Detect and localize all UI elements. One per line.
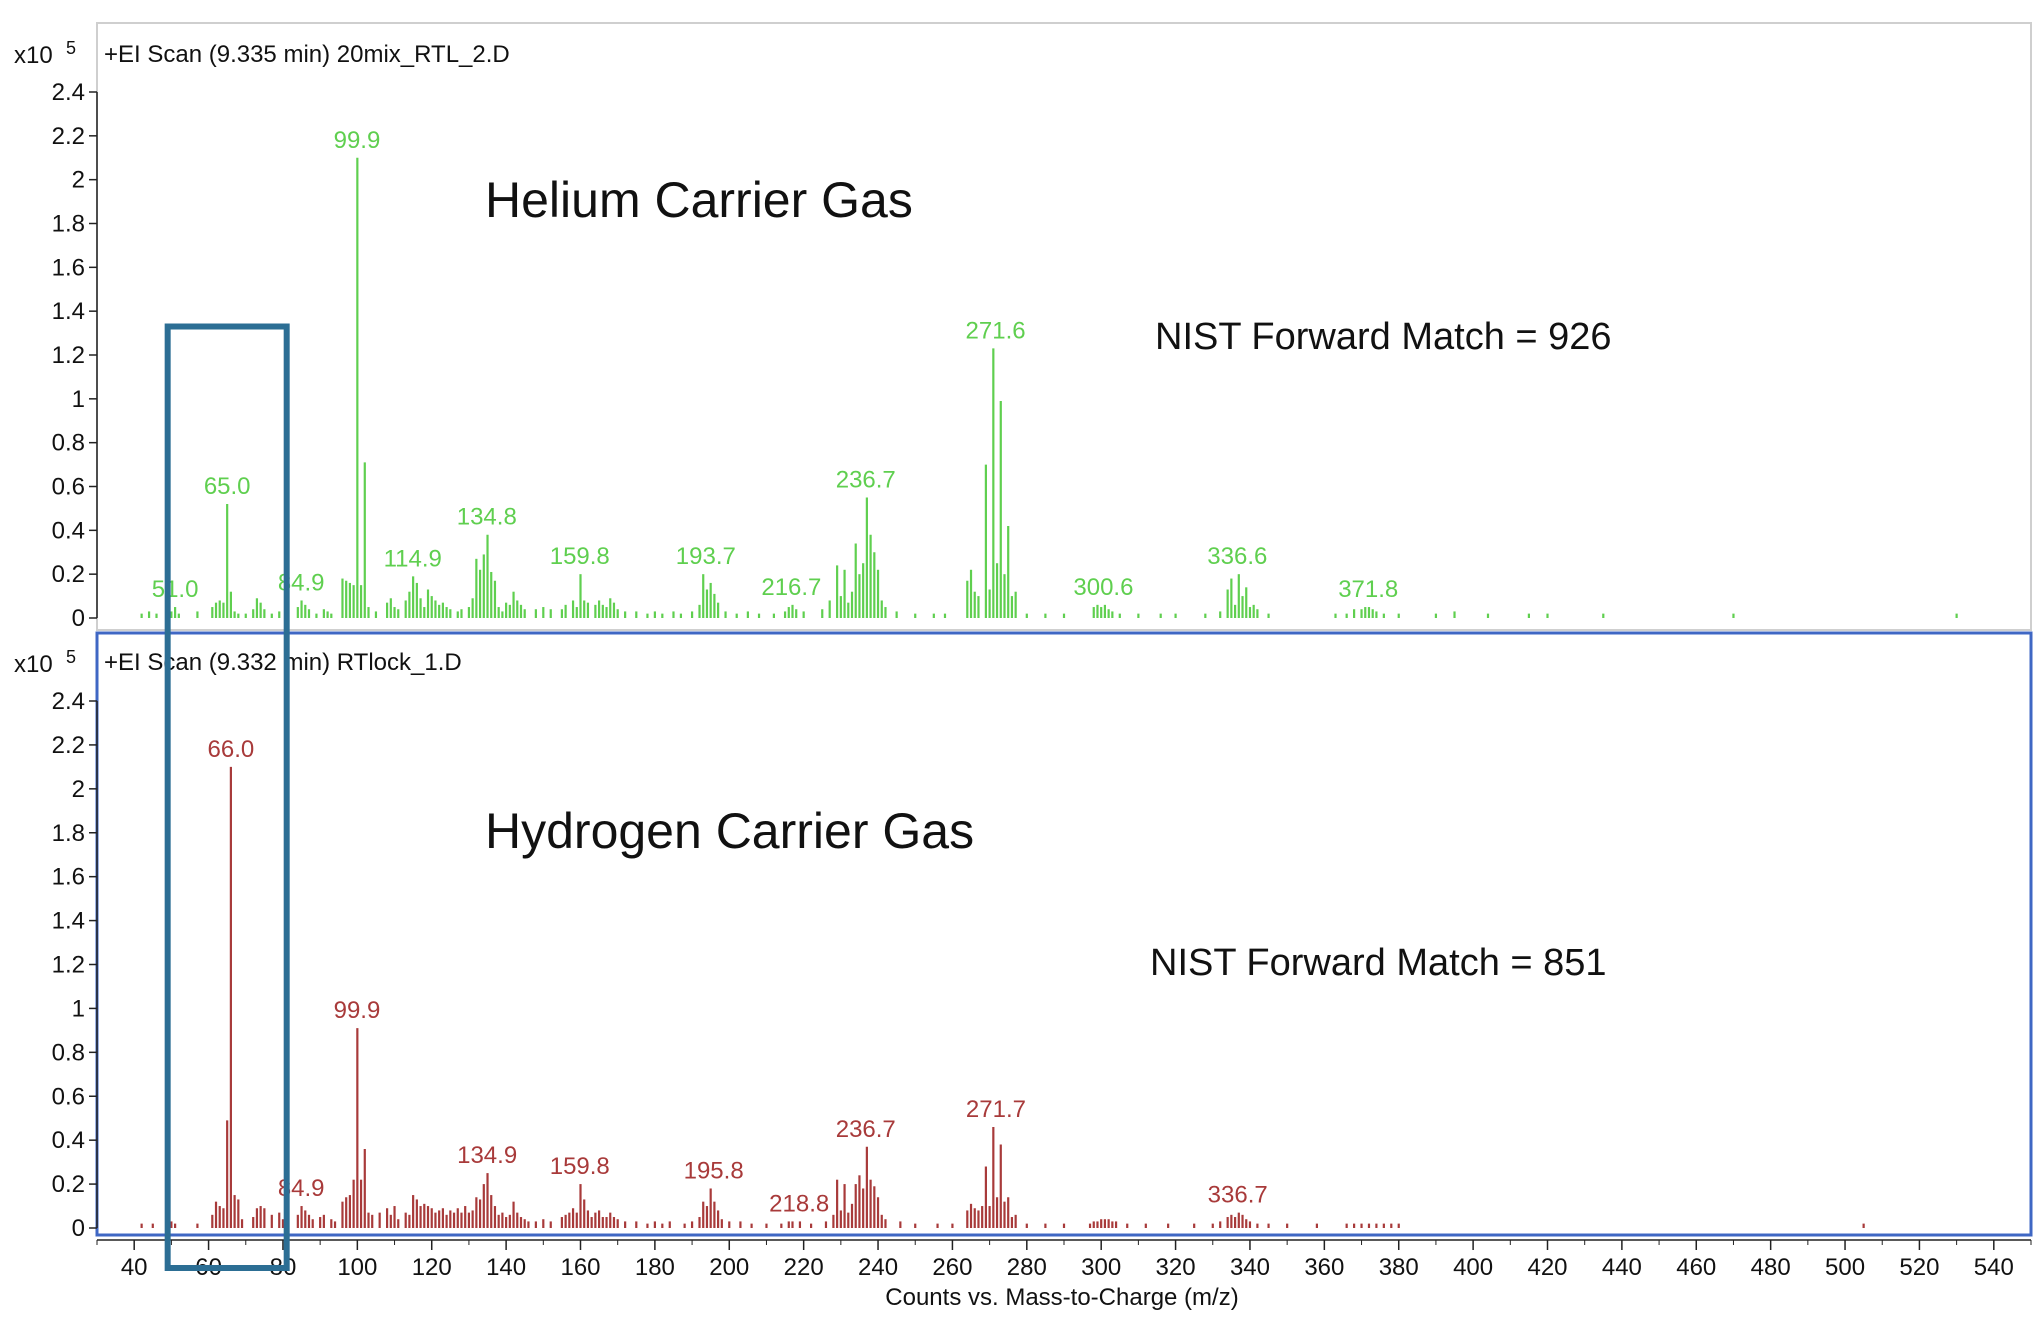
highlight-box: [164, 323, 290, 1271]
x-tick-label: 300: [1081, 1254, 1121, 1281]
x-tick-label: 140: [486, 1254, 526, 1281]
helium-peak-label: 300.6: [1073, 574, 1133, 601]
helium-peak-label: 336.6: [1207, 543, 1267, 570]
x-tick-label: 320: [1156, 1254, 1196, 1281]
x-tick-label: 540: [1974, 1254, 2014, 1281]
helium-y-tick-label: 1.8: [52, 211, 85, 238]
helium-y-tick-label: 1.4: [52, 298, 85, 325]
x-tick-label: 360: [1304, 1254, 1344, 1281]
hydrogen-y-tick-label: 1.4: [52, 908, 85, 935]
helium-y-tick-label: 1.2: [52, 342, 85, 369]
y-axes: 0 0.2 0.4 0.6 0.8 1 1.2 1.4 1.6 1.8 2 2.2 2.4 0 0.2 0.4…: [52, 79, 98, 1242]
x-tick-label: 100: [337, 1254, 377, 1281]
x-tick-label: 180: [635, 1254, 675, 1281]
hydrogen-y-multiplier-base: x10: [14, 651, 53, 678]
x-tick-label: 40: [121, 1254, 148, 1281]
hydrogen-peak-label: 271.7: [966, 1096, 1026, 1123]
hydrogen-peak-label: 134.9: [457, 1142, 517, 1169]
hydrogen-y-tick-label: 0.2: [52, 1171, 85, 1198]
x-tick-label: 480: [1751, 1254, 1791, 1281]
helium-peak-label: 236.7: [836, 466, 896, 493]
helium-panel-frame: [96, 22, 2032, 631]
helium-peak-label: 371.8: [1338, 576, 1398, 603]
hydrogen-peak-label: 336.7: [1208, 1182, 1268, 1209]
x-axis: 40 60 80 100 120 140 160 180 200 220 240 260 280 300 3…: [96, 1239, 2032, 1281]
helium-peak-label: 159.8: [550, 543, 610, 570]
helium-peak-label: 271.6: [966, 317, 1026, 344]
helium-y-tick-label: 1: [72, 386, 85, 413]
hydrogen-peak-label: 195.8: [684, 1157, 744, 1184]
helium-y-tick-label: 2.2: [52, 123, 85, 150]
hydrogen-y-tick-label: 1.2: [52, 952, 85, 979]
x-axis-label: Counts vs. Mass-to-Charge (m/z): [885, 1284, 1238, 1311]
helium-y-tick-label: 0: [72, 605, 85, 632]
hydrogen-y-tick-label: 0.4: [52, 1127, 85, 1154]
hydrogen-y-tick-label: 2.4: [52, 688, 85, 715]
helium-panel-title: Helium Carrier Gas: [485, 172, 913, 228]
hydrogen-y-tick-label: 0.6: [52, 1083, 85, 1110]
helium-y-tick-label: 0.2: [52, 561, 85, 588]
helium-y-tick-label: 2: [72, 167, 85, 194]
x-tick-label: 240: [858, 1254, 898, 1281]
helium-scan-header: +EI Scan (9.335 min) 20mix_RTL_2.D: [104, 41, 510, 68]
hydrogen-y-tick-label: 0: [72, 1215, 85, 1242]
hydrogen-peak-label: 66.0: [208, 736, 255, 763]
helium-peak-label: 65.0: [204, 473, 251, 500]
x-tick-label: 440: [1602, 1254, 1642, 1281]
hydrogen-y-tick-label: 0.8: [52, 1039, 85, 1066]
x-tick-label: 260: [932, 1254, 972, 1281]
x-tick-label: 340: [1230, 1254, 1270, 1281]
helium-peak-label: 99.9: [334, 127, 381, 154]
helium-y-multiplier-exponent: 5: [66, 38, 76, 58]
hydrogen-y-tick-label: 1.8: [52, 820, 85, 847]
hydrogen-peak-label: 236.7: [836, 1116, 896, 1143]
hydrogen-scan-header: +EI Scan (9.332 min) RTlock_1.D: [104, 649, 462, 676]
helium-y-tick-label: 1.6: [52, 254, 85, 281]
helium-y-multiplier: x10 5: [14, 38, 76, 69]
hydrogen-panel-title: Hydrogen Carrier Gas: [485, 803, 974, 859]
x-tick-label: 380: [1379, 1254, 1419, 1281]
helium-peak-label: 114.9: [384, 545, 442, 572]
x-tick-label: 120: [412, 1254, 452, 1281]
spectrum-peaks: [140, 157, 1958, 1228]
helium-y-tick-label: 0.8: [52, 430, 85, 457]
hydrogen-y-multiplier-exponent: 5: [66, 647, 76, 667]
x-tick-label: 420: [1527, 1254, 1567, 1281]
x-tick-label: 400: [1453, 1254, 1493, 1281]
hydrogen-y-tick-label: 1: [72, 995, 85, 1022]
hydrogen-y-tick-label: 1.6: [52, 864, 85, 891]
hydrogen-panel-frame: [95, 631, 2033, 1237]
hydrogen-peak-label: 218.8: [769, 1190, 829, 1217]
helium-peak-label: 216.7: [761, 574, 821, 601]
x-tick-label: 200: [709, 1254, 749, 1281]
hydrogen-nist-match: NIST Forward Match = 851: [1150, 942, 1607, 984]
helium-y-tick-label: 0.6: [52, 474, 85, 501]
hydrogen-y-tick-label: 2: [72, 776, 85, 803]
x-tick-label: 160: [560, 1254, 600, 1281]
hydrogen-peak-label: 159.8: [550, 1153, 610, 1180]
x-tick-label: 500: [1825, 1254, 1865, 1281]
helium-peak-label: 51.0: [152, 576, 199, 603]
x-tick-label: 520: [1899, 1254, 1939, 1281]
hydrogen-y-tick-label: 2.2: [52, 732, 85, 759]
hydrogen-y-multiplier: x10 5: [14, 647, 76, 678]
helium-peak-label: 134.8: [457, 504, 517, 531]
helium-peak-label: 193.7: [676, 543, 736, 570]
helium-y-multiplier-base: x10: [14, 42, 53, 69]
hydrogen-peak-label: 99.9: [334, 997, 381, 1024]
x-tick-label: 280: [1007, 1254, 1047, 1281]
helium-y-tick-label: 2.4: [52, 79, 85, 106]
x-tick-label: 460: [1676, 1254, 1716, 1281]
x-tick-label: 220: [784, 1254, 824, 1281]
helium-y-tick-label: 0.4: [52, 517, 85, 544]
helium-nist-match: NIST Forward Match = 926: [1155, 316, 1612, 358]
